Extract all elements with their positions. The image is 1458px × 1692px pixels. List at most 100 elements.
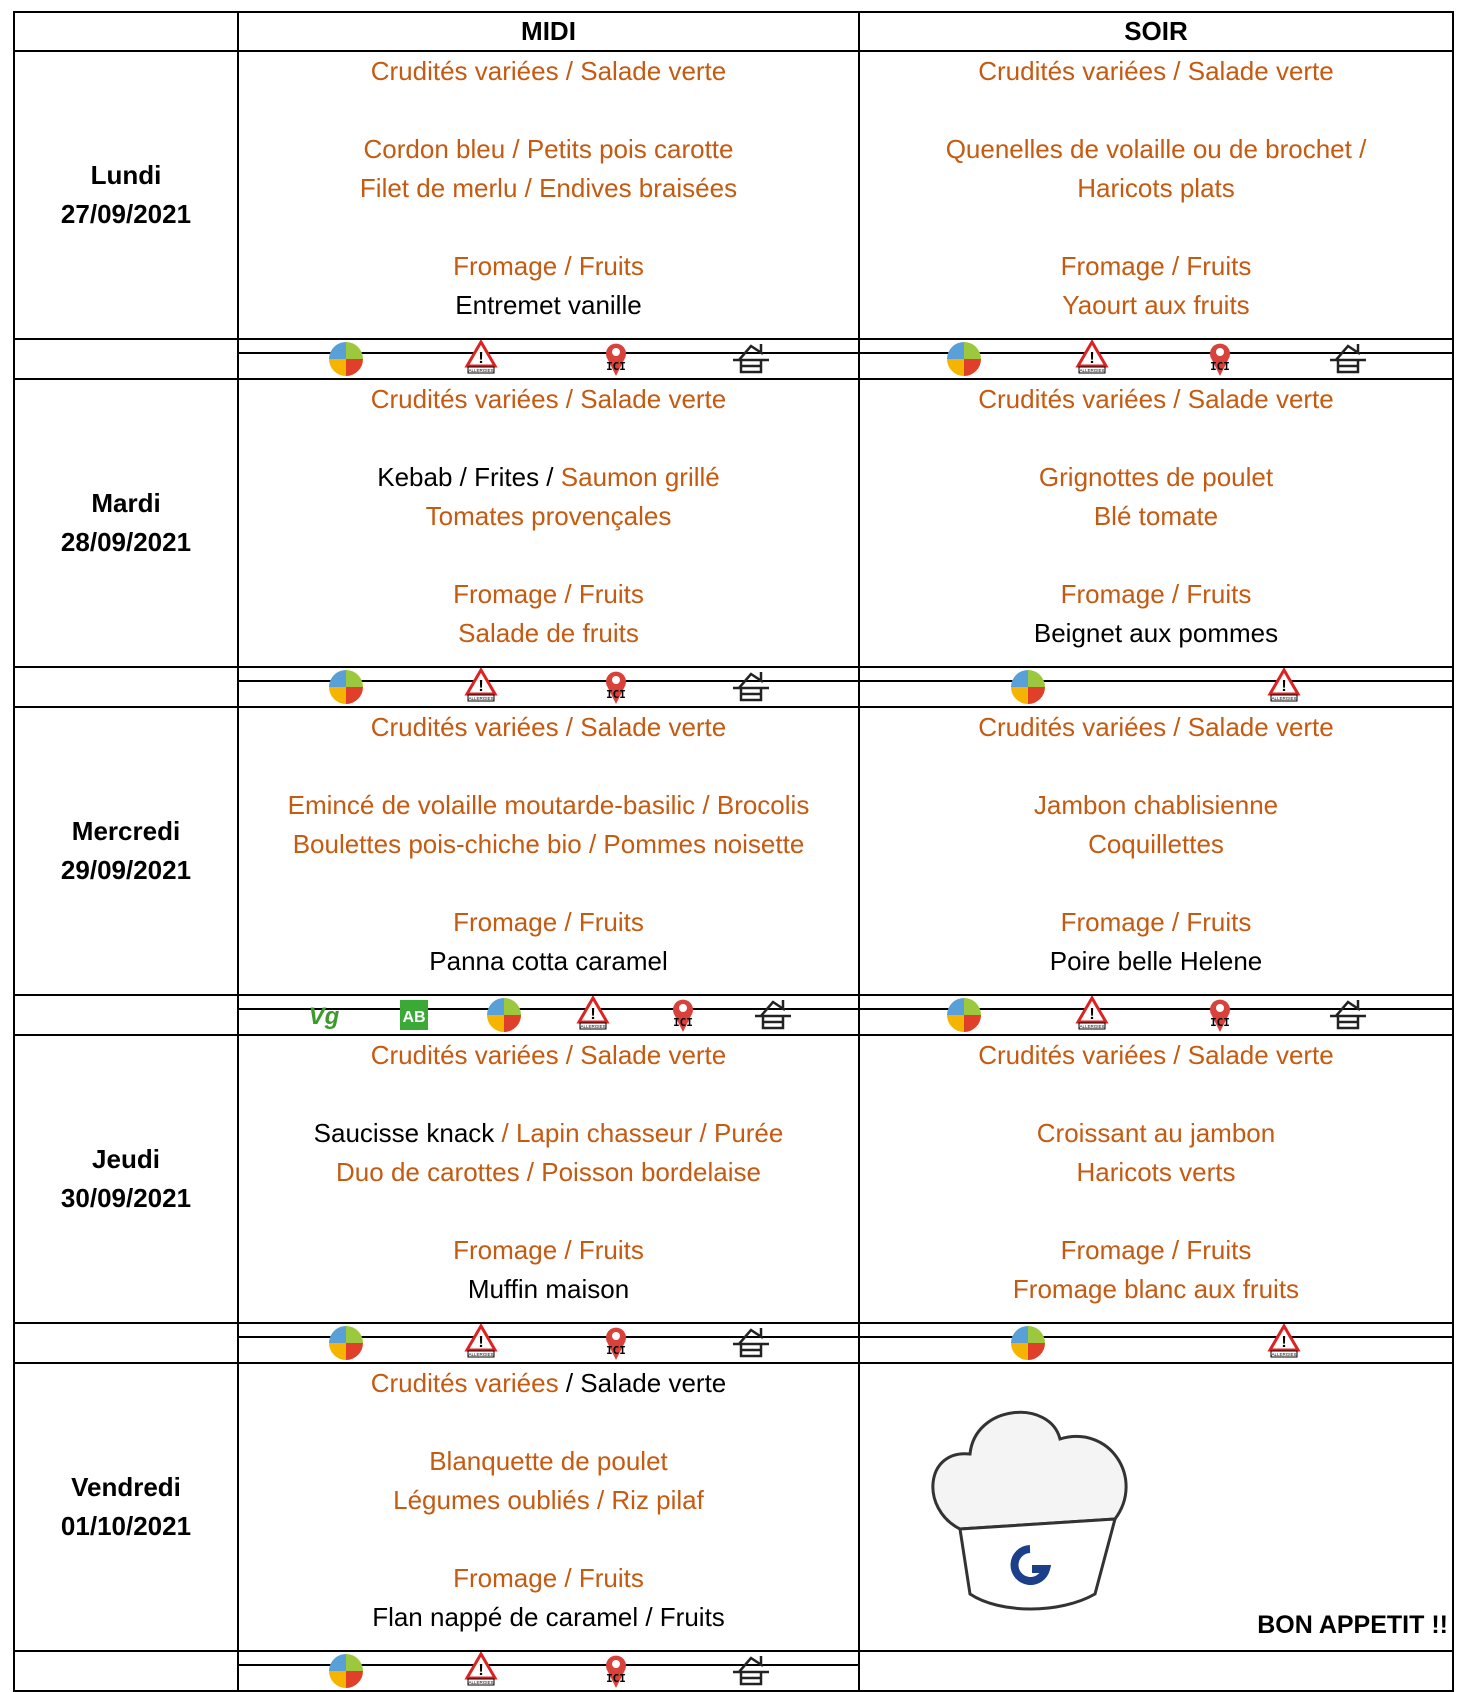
icon-nutri (329, 1326, 364, 1360)
quadrant (346, 342, 364, 359)
menu-line: Quenelles de volaille ou de brochet / (860, 130, 1452, 169)
dish-text: Crudités variées / Salade verte (370, 56, 727, 86)
menu-group: Fromage / Fruits Yaourt aux fruits (860, 247, 1452, 325)
hat-band (958, 1517, 1117, 1611)
sign (579, 1022, 607, 1030)
icon-house (732, 1656, 769, 1686)
quadrant (329, 1654, 347, 1671)
sign (1270, 694, 1298, 702)
ab-box (399, 1000, 428, 1030)
allergy-label: ALLERGIES (469, 1680, 494, 1685)
menu-line: Salade de fruits (239, 614, 858, 653)
dish-text: Crudités variées / Salade verte (370, 384, 727, 414)
menu-line: Crudités variées / Salade verte (860, 380, 1452, 419)
quadrant (329, 1326, 347, 1343)
day-cell: Lundi 27/09/2021 (13, 50, 239, 340)
mark: ! (1089, 1006, 1094, 1023)
pin-hole (611, 676, 620, 684)
menu-line: Panna cotta caramel (239, 942, 858, 981)
icon-strip: ! ALLERGIES ICI (279, 1652, 818, 1690)
dish-text: Crudités variées / Salade verte (370, 712, 727, 742)
column-header: MIDI (237, 11, 860, 52)
icon-strip: ! ALLERGIES (900, 1324, 1412, 1362)
house (1330, 344, 1366, 374)
menu-line: Crudités variées / Salade verte (239, 1036, 858, 1075)
midi-cell: Crudités variées / Salade verte Blanquett… (237, 1362, 860, 1652)
menu-group: Crudités variées / Salade verte (860, 708, 1452, 747)
day-date: 29/09/2021 (60, 855, 192, 885)
pin-label: ICI (673, 1016, 693, 1029)
icon-allergy: !ALLERGIES (1267, 668, 1301, 702)
quadrant (346, 1671, 364, 1688)
dish-text: Blanquette de poulet (429, 1446, 668, 1476)
house (732, 1328, 769, 1358)
quadrant (947, 359, 964, 376)
soir-cell: Crudités variées / Salade verte Quenelles… (858, 50, 1454, 340)
rule-line (239, 1664, 858, 1666)
icon-pin: ICI (1210, 343, 1230, 376)
quadrant (964, 998, 981, 1015)
sign (1078, 366, 1106, 374)
icon-strip: ! ALLERGIES ICI (279, 668, 818, 706)
dish-text: Crudités variées / Salade verte (978, 712, 1334, 742)
rule-line (239, 1008, 858, 1010)
mark: ! (1089, 350, 1094, 367)
icon-nutri (1011, 670, 1045, 704)
dish-text: Fromage / Fruits (1060, 579, 1252, 609)
dish-text: Panna cotta caramel (429, 946, 668, 976)
menu-group: Quenelles de volaille ou de brochet / Har… (860, 130, 1452, 208)
pin-label: ICI (1210, 1016, 1230, 1029)
icon-nutri (329, 670, 364, 704)
day-date: 30/09/2021 (60, 1183, 192, 1213)
menu-group: Blanquette de poulet Légumes oubliés / Ri… (239, 1442, 858, 1520)
quadrant (329, 670, 347, 687)
dish-text: Fromage / Fruits (453, 1235, 644, 1265)
pin-label: ICI (1210, 360, 1230, 373)
sign (467, 366, 495, 374)
table-body: MIDI SOIR Lundi 27/09/2021 Crudités variée… (13, 11, 1454, 1692)
empty-cell (13, 1650, 239, 1692)
menu-line: Grignottes de poulet (860, 458, 1452, 497)
day-cell: Jeudi 30/09/2021 (13, 1034, 239, 1324)
quadrant (964, 359, 981, 376)
menu-group: Emincé de volaille moutarde-basilic / Br… (239, 786, 858, 864)
menu-line: Crudités variées / Salade verte (860, 52, 1452, 91)
menu-line: Fromage / Fruits (239, 575, 858, 614)
dish-text: Coquillettes (1088, 829, 1224, 859)
menu-group: Grignottes de poulet Blé tomate (860, 458, 1452, 536)
quadrant (346, 359, 364, 376)
dish-text: Fromage / Fruits (1060, 251, 1252, 281)
mark: ! (1281, 678, 1286, 695)
icon-cell: ! ALLERGIES ICI (858, 994, 1454, 1036)
dish-text: Crudités variées / Salade verte (978, 1040, 1334, 1070)
day-row: Jeudi 30/09/2021 Crudités variées / Salade… (13, 1034, 1454, 1324)
empty-cell (13, 994, 239, 1036)
quadrant (503, 998, 521, 1015)
dish-text: Blé tomate (1093, 501, 1219, 531)
allergy-label: ALLERGIES (1271, 696, 1296, 701)
midi-cell: Crudités variées / Salade verte Kebab / F… (237, 378, 860, 668)
pin-hole (1216, 1004, 1224, 1012)
allergy-label: ALLERGIES (1271, 1352, 1296, 1357)
icon-pin: ICI (605, 343, 626, 376)
header-row: MIDI SOIR (13, 11, 1454, 52)
dish-text: Kebab / Frites / (377, 462, 561, 492)
menu-group: Crudités variées / Salade verte (239, 1364, 858, 1403)
icon-nutri (947, 342, 981, 376)
icon-nutri (329, 342, 364, 376)
icon-pin: ICI (605, 1655, 626, 1688)
dish-text: Jambon chablisienne (1033, 790, 1279, 820)
allergy-label: ALLERGIES (1079, 368, 1104, 373)
menu-line: Jambon chablisienne (860, 786, 1452, 825)
menu-line: Blé tomate (860, 497, 1452, 536)
icon-cell: ! ALLERGIES ICI (237, 666, 860, 708)
rule-line (239, 680, 858, 682)
dish-text: Salade de fruits (458, 618, 639, 648)
menu-line: Saucisse knack / Lapin chasseur / Purée (239, 1114, 858, 1153)
dish-text: Filet de merlu / Endives braisées (359, 173, 738, 203)
day-name: Mercredi (71, 816, 181, 846)
menu-line: Haricots plats (860, 169, 1452, 208)
menu-line: Crudités variées / Salade verte (239, 52, 858, 91)
icon-allergy: !ALLERGIES (576, 996, 611, 1030)
quadrant (1011, 1326, 1028, 1343)
